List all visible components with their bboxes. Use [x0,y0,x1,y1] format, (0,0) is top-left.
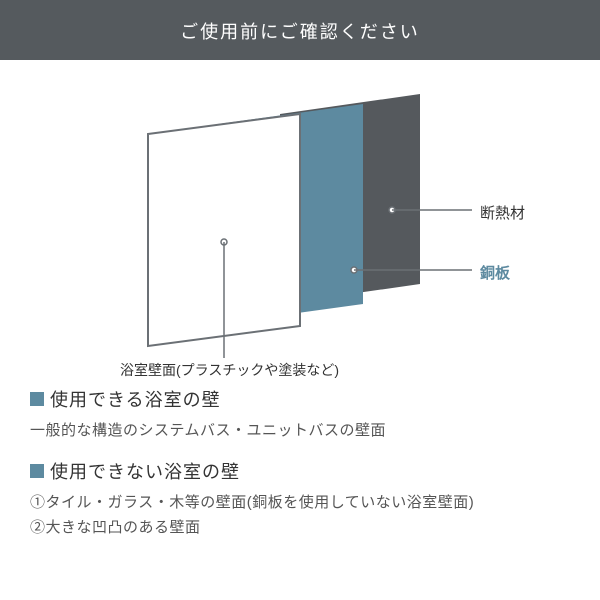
callout-label-insulation: 断熱材 [480,202,525,223]
layer-diagram: 断熱材 銅板 浴室壁面(プラスチックや塗装など) [0,60,600,380]
callout-label-copper: 銅板 [480,262,510,283]
section-line: ①タイル・ガラス・木等の壁面(銅板を使用していない浴室壁面) [30,490,570,516]
section-line: ②大きな凹凸のある壁面 [30,515,570,541]
section-unusable: 使用できない浴室の壁 ①タイル・ガラス・木等の壁面(銅板を使用していない浴室壁面… [30,458,570,541]
section-title-row: 使用できる浴室の壁 [30,386,570,412]
callout-label-wall: 浴室壁面(プラスチックや塗装など) [120,360,339,380]
square-marker-icon [30,392,44,406]
section-line: 一般的な構造のシステムバス・ユニットバスの壁面 [30,418,570,444]
header-bar: ご使用前にご確認ください [0,0,600,60]
section-usable: 使用できる浴室の壁 一般的な構造のシステムバス・ユニットバスの壁面 [30,386,570,444]
section-title-row: 使用できない浴室の壁 [30,458,570,484]
section-body: 一般的な構造のシステムバス・ユニットバスの壁面 [30,418,570,444]
header-title: ご使用前にご確認ください [180,22,420,42]
section-body: ①タイル・ガラス・木等の壁面(銅板を使用していない浴室壁面) ②大きな凹凸のある… [30,490,570,541]
sections: 使用できる浴室の壁 一般的な構造のシステムバス・ユニットバスの壁面 使用できない… [0,380,600,541]
section-title: 使用できない浴室の壁 [50,458,240,484]
section-title: 使用できる浴室の壁 [50,386,221,412]
square-marker-icon [30,464,44,478]
